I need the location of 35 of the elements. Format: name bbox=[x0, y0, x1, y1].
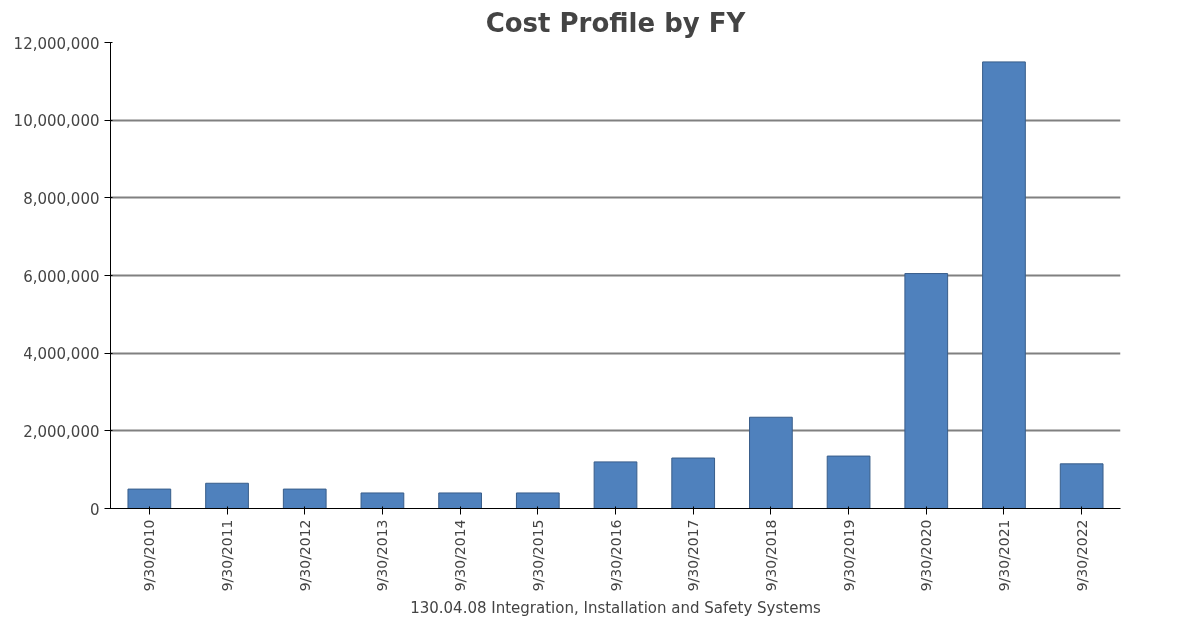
y-tick-label: 6,000,000 bbox=[23, 267, 100, 286]
bar bbox=[360, 492, 405, 509]
bar bbox=[671, 457, 716, 509]
x-tick-label: 9/30/2020 bbox=[918, 519, 935, 592]
x-tick-label: 9/30/2011 bbox=[219, 519, 236, 592]
x-tick-label: 9/30/2010 bbox=[141, 519, 158, 592]
bar bbox=[904, 273, 949, 509]
x-tick-label: 9/30/2013 bbox=[374, 519, 391, 592]
bar bbox=[749, 416, 793, 509]
x-tick-label: 9/30/2022 bbox=[1073, 519, 1090, 592]
x-tick-label: 9/30/2019 bbox=[840, 519, 857, 592]
y-tick-label: 4,000,000 bbox=[23, 345, 100, 364]
bar bbox=[1059, 463, 1104, 509]
bar bbox=[515, 492, 560, 509]
y-tick-label: 0 bbox=[89, 500, 100, 519]
bar bbox=[127, 488, 172, 509]
y-tick-label: 8,000,000 bbox=[23, 189, 100, 208]
x-tick-label: 9/30/2014 bbox=[452, 519, 469, 592]
x-tick-label: 9/30/2021 bbox=[995, 519, 1012, 592]
bar bbox=[982, 61, 1026, 509]
y-tick-label: 10,000,000 bbox=[13, 112, 100, 131]
bar bbox=[282, 488, 327, 509]
bar bbox=[438, 492, 482, 509]
x-tick-label: 9/30/2012 bbox=[296, 519, 313, 592]
x-tick-label: 9/30/2018 bbox=[762, 519, 779, 592]
bar bbox=[593, 461, 638, 509]
y-tick-label: 2,000,000 bbox=[23, 422, 100, 441]
chart-title: Cost Profile by FY bbox=[485, 7, 747, 38]
x-tick-label: 9/30/2017 bbox=[685, 519, 702, 592]
y-tick-label: 12,000,000 bbox=[13, 34, 100, 53]
x-tick-label: 9/30/2016 bbox=[607, 519, 624, 592]
bar bbox=[205, 482, 249, 509]
x-tick-label: 9/30/2015 bbox=[529, 519, 546, 592]
bar bbox=[826, 455, 871, 509]
x-axis-title: 130.04.08 Integration, Installation and Safety Systems bbox=[410, 599, 821, 618]
